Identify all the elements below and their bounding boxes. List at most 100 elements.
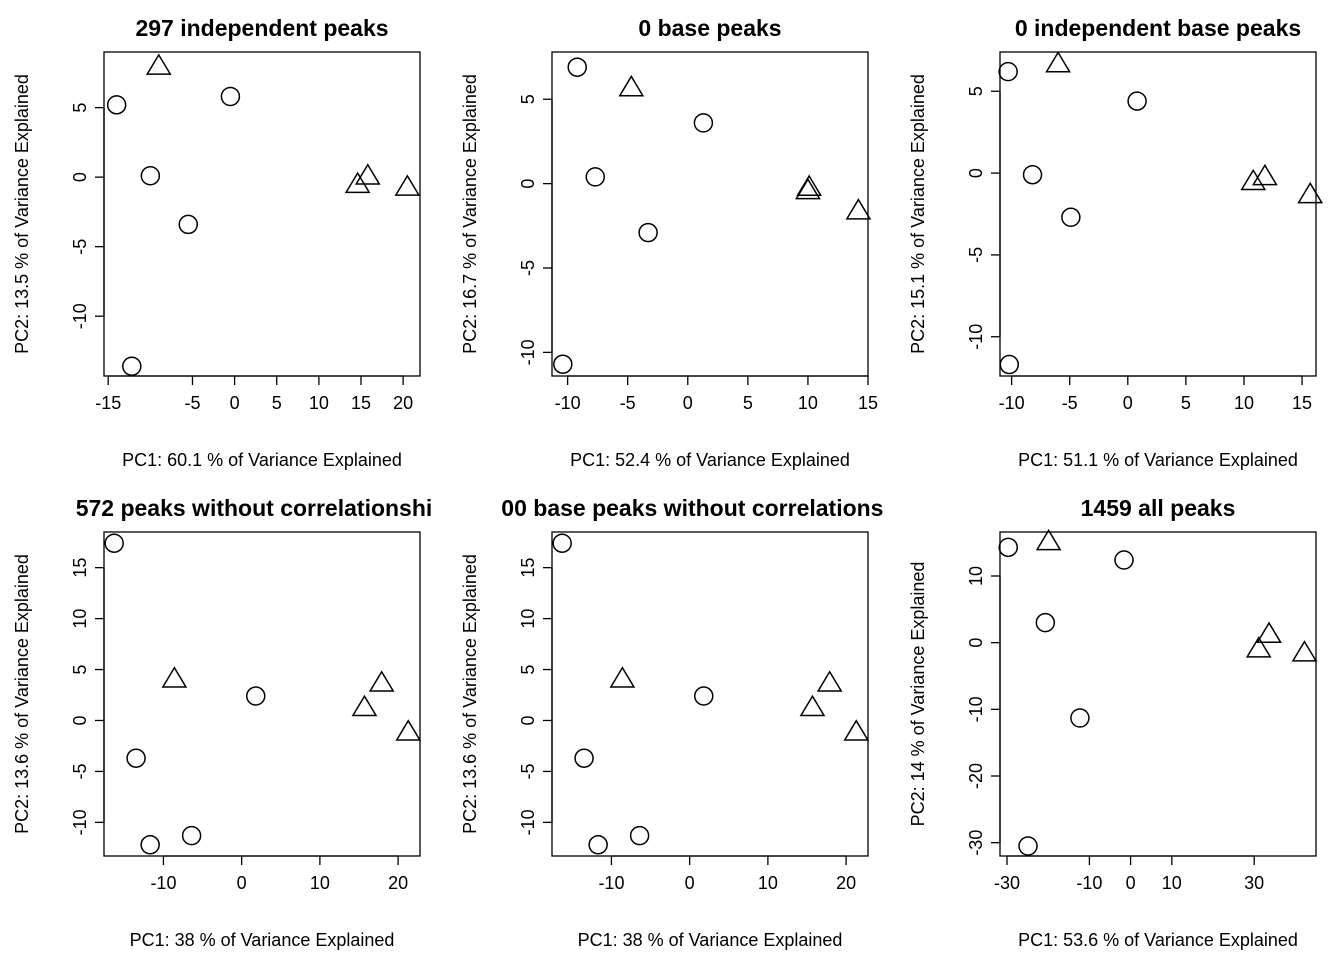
circle-point	[126, 748, 146, 768]
triangle-point	[344, 171, 371, 194]
circle-point	[181, 825, 202, 846]
x-tick-label: 20	[836, 873, 856, 893]
panel-title: 572 peaks without correlationshi	[76, 495, 433, 521]
y-tick-label: 0	[518, 179, 538, 189]
pca-panel-3: 0 independent base peaks -10 -5 0 5 10 15 -10 -5…	[908, 15, 1324, 470]
pca-panel-1: 297 independent peaks -15 -5 0 5 10 15 20 -10 -5 0…	[12, 15, 421, 470]
plot-frame	[103, 531, 421, 857]
triangle-point	[161, 666, 188, 688]
y-tick-label: -5	[518, 260, 538, 276]
circle-point	[998, 537, 1018, 558]
y-tick-label: -10	[70, 809, 90, 835]
triangle-point	[799, 694, 826, 717]
pca-panel-5: 600 base peaks without correlations -10 0 1…	[460, 495, 883, 950]
triangle-point	[796, 174, 823, 196]
circle-point	[629, 825, 650, 846]
y-tick-label: -10	[966, 324, 986, 350]
circle-point	[585, 167, 606, 187]
y-axis-title: PC2: 14 % of Variance Explained	[908, 562, 928, 827]
y-tick-label: 0	[966, 638, 986, 648]
circle-point	[1127, 91, 1147, 111]
triangle-point	[1240, 168, 1267, 191]
y-tick-label: 0	[966, 168, 986, 178]
x-tick-label: -10	[598, 873, 624, 893]
triangle-point	[609, 666, 636, 688]
circle-point	[140, 835, 160, 855]
y-tick-label: 5	[518, 665, 538, 675]
x-tick-label: -5	[1062, 393, 1078, 413]
y-tick-label: -20	[966, 763, 986, 789]
x-tick-label: -10	[555, 393, 581, 413]
x-axis-title: PC1: 51.1 % of Variance Explained	[1018, 450, 1298, 470]
y-axis-title: PC2: 13.5 % of Variance Explained	[12, 74, 32, 354]
y-tick-label: -5	[70, 239, 90, 255]
y-axis-title: PC2: 15.1 % of Variance Explained	[908, 74, 928, 354]
circle-point	[122, 356, 142, 377]
panel-title: 297 independent peaks	[135, 15, 388, 41]
x-tick-label: 5	[743, 393, 753, 413]
plot-frame	[551, 51, 869, 377]
triangle-point	[618, 74, 645, 97]
triangle-point	[1045, 50, 1071, 73]
x-tick-label: 0	[237, 873, 247, 893]
x-tick-label: -5	[620, 393, 636, 413]
y-axis-title: PC2: 13.6 % of Variance Explained	[12, 554, 32, 834]
triangle-point	[1297, 181, 1324, 204]
circle-point	[1061, 207, 1081, 228]
y-tick-label: 5	[70, 665, 90, 675]
triangle-point	[368, 670, 395, 692]
triangle-point	[145, 53, 172, 75]
circle-point	[1035, 612, 1056, 633]
plot-frame	[551, 531, 869, 857]
x-tick-label: 0	[1126, 873, 1136, 893]
circle-point	[106, 95, 127, 115]
triangle-point	[843, 719, 870, 741]
circle-point	[1070, 708, 1090, 728]
circle-point	[693, 113, 714, 133]
x-axis-title: PC1: 60.1 % of Variance Explained	[122, 450, 402, 470]
pca-panel-6: 1459 all peaks -30 -10 0 10 30 -30 -20 -10 0 10 PC1…	[908, 495, 1318, 950]
circle-point	[588, 835, 608, 855]
x-axis-title: PC1: 38 % of Variance Explained	[130, 930, 395, 950]
circle-point	[567, 57, 587, 77]
y-tick-label: -10	[518, 339, 538, 365]
x-tick-label: 10	[758, 873, 778, 893]
triangle-point	[1245, 636, 1272, 658]
circle-point	[999, 354, 1020, 375]
circle-point	[178, 214, 199, 235]
x-tick-label: 0	[1123, 393, 1133, 413]
y-tick-label: -10	[966, 696, 986, 722]
circle-point	[638, 222, 658, 243]
x-tick-label: -10	[1076, 873, 1102, 893]
y-tick-label: 15	[518, 558, 538, 578]
circle-point	[693, 686, 714, 706]
x-tick-label: 5	[272, 393, 282, 413]
x-tick-label: 10	[1234, 393, 1254, 413]
triangle-point	[351, 694, 378, 717]
x-tick-label: -30	[994, 873, 1020, 893]
x-tick-label: 10	[309, 393, 329, 413]
circle-point	[1114, 550, 1134, 570]
y-tick-label: 5	[966, 86, 986, 96]
circle-point	[574, 748, 594, 768]
circle-point	[220, 86, 241, 107]
triangle-point	[1035, 528, 1062, 551]
circle-point	[998, 61, 1018, 82]
triangle-point	[1256, 621, 1282, 643]
pca-panel-2: 0 base peaks -10 -5 0 5 10 15 -10 -5 0 5 PC1: 52.4 …	[460, 15, 878, 470]
circle-point	[245, 686, 266, 706]
triangle-point	[1291, 640, 1318, 662]
x-tick-label: 10	[798, 393, 818, 413]
x-tick-label: 20	[393, 393, 413, 413]
x-axis-title: PC1: 38 % of Variance Explained	[578, 930, 843, 950]
y-tick-label: 10	[518, 609, 538, 629]
x-tick-label: 0	[685, 873, 695, 893]
x-tick-label: 10	[1162, 873, 1182, 893]
y-tick-label: -10	[70, 303, 90, 329]
triangle-point	[1252, 163, 1278, 186]
x-tick-label: 10	[310, 873, 330, 893]
y-tick-label: -10	[518, 809, 538, 835]
x-tick-label: -15	[95, 393, 121, 413]
circle-point	[1022, 164, 1043, 185]
